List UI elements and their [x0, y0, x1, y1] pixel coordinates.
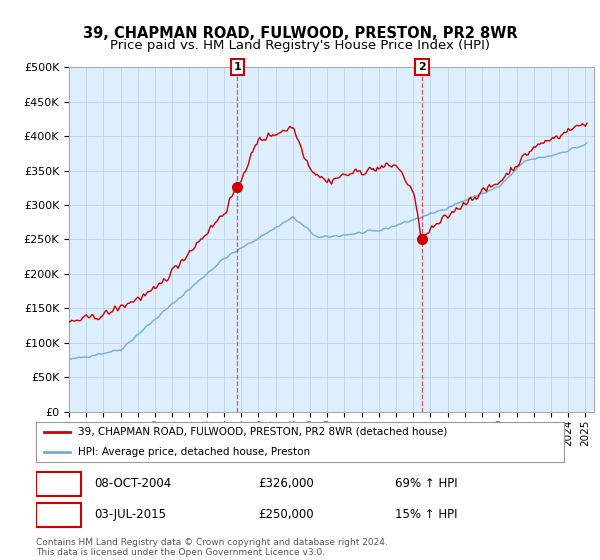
Text: 08-OCT-2004: 08-OCT-2004 — [94, 477, 172, 491]
Text: 69% ↑ HPI: 69% ↑ HPI — [395, 477, 458, 491]
Text: 03-JUL-2015: 03-JUL-2015 — [94, 508, 166, 521]
Text: 2: 2 — [418, 62, 426, 72]
Text: HPI: Average price, detached house, Preston: HPI: Average price, detached house, Pres… — [78, 447, 310, 457]
Text: £250,000: £250,000 — [258, 508, 313, 521]
Text: 39, CHAPMAN ROAD, FULWOOD, PRESTON, PR2 8WR (detached house): 39, CHAPMAN ROAD, FULWOOD, PRESTON, PR2 … — [78, 427, 448, 437]
Text: 15% ↑ HPI: 15% ↑ HPI — [395, 508, 458, 521]
Text: 1: 1 — [55, 477, 63, 491]
Text: Price paid vs. HM Land Registry's House Price Index (HPI): Price paid vs. HM Land Registry's House … — [110, 39, 490, 53]
FancyBboxPatch shape — [36, 472, 81, 496]
Text: £326,000: £326,000 — [258, 477, 314, 491]
Text: 2: 2 — [55, 508, 63, 521]
FancyBboxPatch shape — [36, 503, 81, 526]
Text: 39, CHAPMAN ROAD, FULWOOD, PRESTON, PR2 8WR: 39, CHAPMAN ROAD, FULWOOD, PRESTON, PR2 … — [83, 26, 517, 41]
Text: 1: 1 — [233, 62, 241, 72]
Text: Contains HM Land Registry data © Crown copyright and database right 2024.
This d: Contains HM Land Registry data © Crown c… — [36, 538, 388, 557]
